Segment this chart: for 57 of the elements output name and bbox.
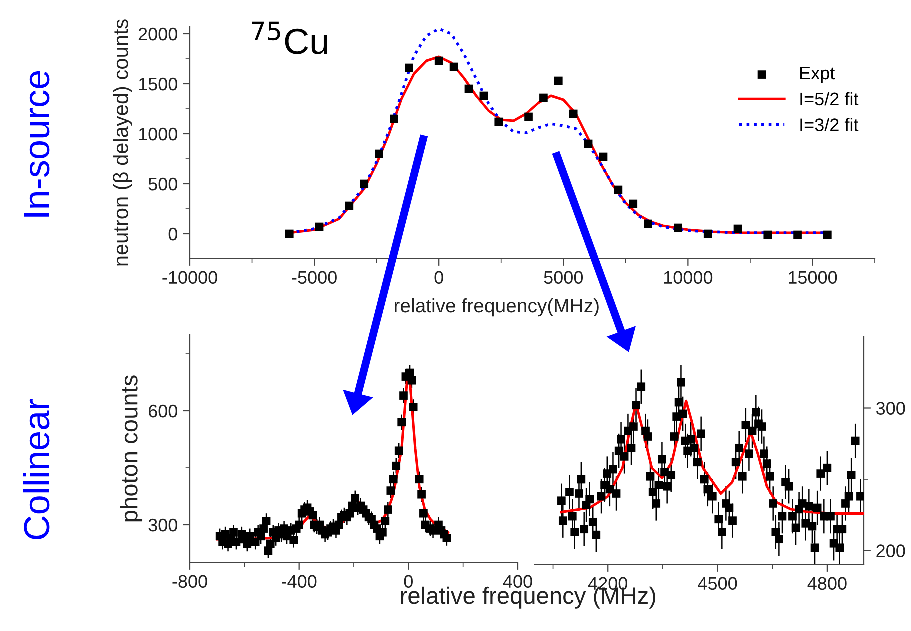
y-tick-label: 2000 bbox=[138, 28, 178, 41]
x-tick-label: 10000 bbox=[664, 271, 713, 284]
x-tick-label: -10000 bbox=[162, 271, 218, 284]
x-tick-label: 15000 bbox=[789, 271, 838, 284]
point bbox=[734, 224, 742, 234]
point bbox=[450, 62, 458, 72]
x-tick-label: 4800 bbox=[808, 577, 847, 590]
text: Collinear bbox=[23, 399, 50, 540]
point bbox=[824, 230, 832, 240]
x-tick-label: 0 bbox=[404, 575, 413, 588]
point bbox=[405, 64, 414, 72]
point bbox=[599, 152, 608, 162]
point bbox=[644, 220, 652, 228]
point bbox=[480, 92, 488, 100]
point bbox=[434, 56, 444, 66]
point bbox=[345, 202, 354, 210]
point bbox=[315, 222, 324, 232]
point bbox=[629, 200, 638, 208]
point bbox=[704, 230, 712, 238]
x-tick-label: -400 bbox=[282, 575, 317, 588]
x-tick-label: 400 bbox=[503, 575, 532, 588]
x-tick-label: -800 bbox=[172, 575, 208, 588]
y-tick-label: 300 bbox=[148, 518, 178, 532]
x-tick-label: 5000 bbox=[544, 271, 584, 284]
y-axis-title: neutron (β delayed) counts bbox=[113, 20, 132, 266]
point bbox=[524, 112, 533, 122]
point bbox=[569, 110, 578, 118]
y-tick-label: 1500 bbox=[139, 78, 178, 91]
point bbox=[375, 150, 384, 158]
point bbox=[464, 84, 474, 94]
y-tick-label: 1000 bbox=[139, 128, 178, 141]
point bbox=[285, 230, 294, 238]
x-tick-label: -5000 bbox=[292, 271, 337, 284]
point bbox=[614, 186, 623, 194]
y-tick-label: 600 bbox=[148, 404, 178, 418]
point bbox=[764, 230, 772, 240]
legend-label: I=5/2 fit bbox=[800, 92, 859, 106]
x-tick-label: 4500 bbox=[698, 577, 738, 590]
y-tick-label: 0 bbox=[168, 228, 178, 241]
y-tick-label: 500 bbox=[148, 178, 178, 191]
point bbox=[360, 180, 369, 188]
point bbox=[674, 224, 682, 232]
legend-label: I=3/2 fit bbox=[800, 118, 859, 132]
point bbox=[494, 118, 504, 126]
point bbox=[554, 76, 563, 86]
annotation: $^{75}$Cu bbox=[252, 22, 328, 54]
y-axis-title: photon counts bbox=[120, 376, 143, 522]
point bbox=[584, 140, 593, 148]
point bbox=[390, 114, 398, 124]
y-tick-label: 200 bbox=[876, 544, 906, 558]
x-axis-title: relative frequency(MHz) bbox=[394, 298, 599, 317]
point bbox=[794, 230, 802, 240]
legend-label: Expt bbox=[800, 67, 836, 84]
point bbox=[540, 94, 548, 102]
y-tick-label: 300 bbox=[876, 402, 906, 415]
x-tick-label: 0 bbox=[434, 271, 444, 284]
text: In-source bbox=[24, 71, 50, 217]
